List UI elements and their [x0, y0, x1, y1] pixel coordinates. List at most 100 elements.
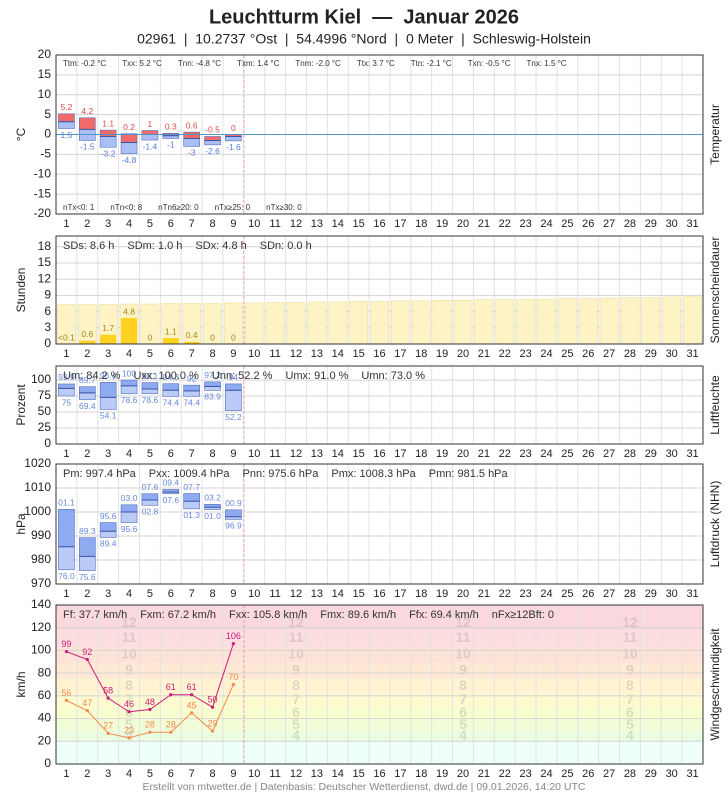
x-tick-label: 12	[290, 768, 302, 780]
x-tick-label: 23	[519, 348, 531, 360]
x-tick-label: 28	[624, 768, 636, 780]
x-tick-label: 19	[436, 348, 448, 360]
wind-point	[231, 642, 236, 646]
x-tick-label: 29	[645, 218, 657, 230]
x-tick-label: 25	[561, 588, 573, 600]
min-label: 69.4	[79, 401, 96, 411]
x-tick-label: 25	[561, 348, 573, 360]
x-tick-label: 21	[478, 588, 490, 600]
x-tick-label: 31	[686, 588, 698, 600]
y-tick-label: 3	[44, 320, 51, 334]
plot-area	[56, 464, 703, 584]
wind-point	[148, 707, 152, 712]
x-tick-label: 20	[457, 448, 469, 460]
value-label: 0.6	[81, 329, 93, 339]
x-tick-label: 31	[686, 218, 698, 230]
x-tick-label: 20	[457, 588, 469, 600]
possible-bar	[537, 298, 556, 345]
x-tick-label: 15	[353, 588, 365, 600]
possible-bar	[578, 298, 598, 345]
x-tick-label: 26	[582, 448, 594, 460]
max-label: 0.6	[186, 120, 198, 130]
x-tick-label: 8	[209, 768, 215, 780]
y-tick-label: 0	[44, 436, 51, 450]
wind-point	[127, 736, 131, 740]
x-tick-label: 5	[147, 218, 153, 230]
beaufort-label: 7	[626, 691, 634, 707]
y-tick-label: 18	[38, 239, 52, 253]
y-tick-label: -15	[34, 186, 52, 200]
x-tick-label: 12	[290, 588, 302, 600]
beaufort-label: 12	[622, 614, 638, 630]
range-upper	[183, 384, 200, 392]
x-tick-label: 2	[84, 348, 90, 360]
y-tick-label: 15	[38, 67, 52, 81]
x-tick-label: 9	[230, 768, 236, 780]
stat: nTn6≥20: 0	[158, 203, 199, 212]
min-label: 52.2	[225, 412, 242, 422]
y-tick-label: 1000	[24, 504, 51, 518]
stat: Pnn: 975.6 hPa	[243, 468, 320, 480]
min-label: -1	[167, 140, 175, 150]
range-upper	[183, 131, 200, 139]
y-tick-label: 75	[38, 388, 52, 402]
beaufort-band	[56, 731, 703, 742]
x-tick-label: 15	[353, 448, 365, 460]
beaufort-label: 6	[626, 704, 634, 720]
x-tick-label: 27	[603, 448, 615, 460]
min-label: 01.3	[183, 510, 200, 520]
x-tick-label: 7	[189, 768, 195, 780]
beaufort-label: 7	[459, 691, 467, 707]
side-label: Luftfeuchte	[708, 375, 722, 435]
y-axis-label: km/h	[14, 671, 28, 697]
x-tick-label: 26	[582, 588, 594, 600]
x-tick-label: 8	[209, 218, 215, 230]
stat: nTx≥25: 0	[215, 203, 251, 212]
x-tick-label: 30	[666, 448, 678, 460]
plot-frame	[55, 463, 704, 585]
beaufort-label: 8	[125, 677, 133, 693]
x-tick-label: 3	[105, 768, 111, 780]
max-label: 03.2	[204, 493, 221, 503]
max-label: 94	[229, 372, 239, 382]
x-tick-label: 30	[666, 218, 678, 230]
stat: nFx≥12Bft: 0	[492, 609, 554, 621]
beaufort-label: 5	[626, 716, 634, 732]
x-tick-label: 5	[147, 588, 153, 600]
plot-frame	[55, 604, 704, 765]
x-tick-label: 16	[373, 588, 385, 600]
value-label: 48	[145, 697, 155, 707]
x-tick-label: 22	[499, 768, 511, 780]
y-tick-label: 20	[38, 733, 52, 747]
possible-bar	[244, 302, 264, 345]
x-tick-label: 17	[394, 768, 406, 780]
x-tick-label: 14	[332, 218, 344, 230]
x-tick-label: 13	[311, 768, 323, 780]
x-tick-label: 21	[478, 448, 490, 460]
y-tick-label: 0	[44, 127, 51, 141]
beaufort-label: 12	[288, 614, 304, 630]
y-tick-label: 970	[31, 576, 51, 590]
x-tick-label: 29	[645, 768, 657, 780]
range-upper	[99, 522, 117, 532]
wind-point	[190, 693, 194, 697]
max-label: 07.7	[183, 482, 200, 492]
range-upper	[58, 113, 75, 123]
beaufort-label: 12	[121, 614, 137, 630]
x-tick-label: 10	[248, 218, 260, 230]
plot-frame	[55, 54, 704, 215]
min-label: 76.0	[58, 571, 75, 581]
x-tick-label: 1	[63, 218, 69, 230]
beaufort-label: 11	[122, 629, 137, 645]
range-upper	[141, 382, 159, 390]
wind-point	[64, 649, 69, 654]
x-tick-label: 16	[373, 768, 385, 780]
stat: Tnx: 1.5 °C	[526, 59, 566, 68]
beaufort-label: 4	[292, 727, 300, 743]
range-upper	[204, 136, 221, 141]
max-label: 00.9	[225, 498, 242, 508]
x-tick-label: 29	[645, 588, 657, 600]
stat: nTn<0: 8	[110, 203, 142, 212]
x-tick-label: 3	[105, 218, 111, 230]
x-tick-label: 31	[686, 448, 698, 460]
